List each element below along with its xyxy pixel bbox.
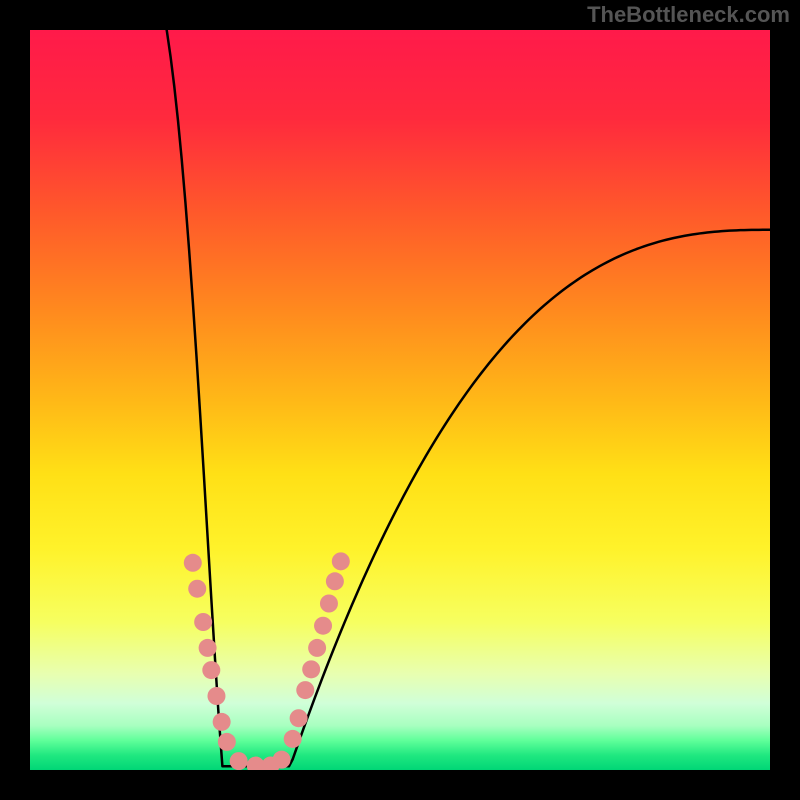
marker-dot bbox=[332, 552, 350, 570]
marker-dot bbox=[296, 681, 314, 699]
marker-dot bbox=[188, 580, 206, 598]
marker-dot bbox=[302, 660, 320, 678]
marker-dot bbox=[320, 595, 338, 613]
marker-dot bbox=[218, 733, 236, 751]
marker-dot bbox=[213, 713, 231, 731]
chart-container: TheBottleneck.com bbox=[0, 0, 800, 800]
marker-dot bbox=[207, 687, 225, 705]
marker-dot bbox=[273, 751, 291, 769]
marker-dot bbox=[199, 639, 217, 657]
marker-dot bbox=[202, 661, 220, 679]
marker-dot bbox=[314, 617, 332, 635]
chart-svg bbox=[0, 0, 800, 800]
marker-dot bbox=[230, 752, 248, 770]
marker-dot bbox=[194, 613, 212, 631]
gradient-background bbox=[30, 30, 770, 770]
marker-dot bbox=[284, 730, 302, 748]
watermark-text: TheBottleneck.com bbox=[587, 2, 790, 28]
marker-dot bbox=[184, 554, 202, 572]
marker-dot bbox=[290, 709, 308, 727]
marker-dot bbox=[308, 639, 326, 657]
marker-dot bbox=[326, 572, 344, 590]
